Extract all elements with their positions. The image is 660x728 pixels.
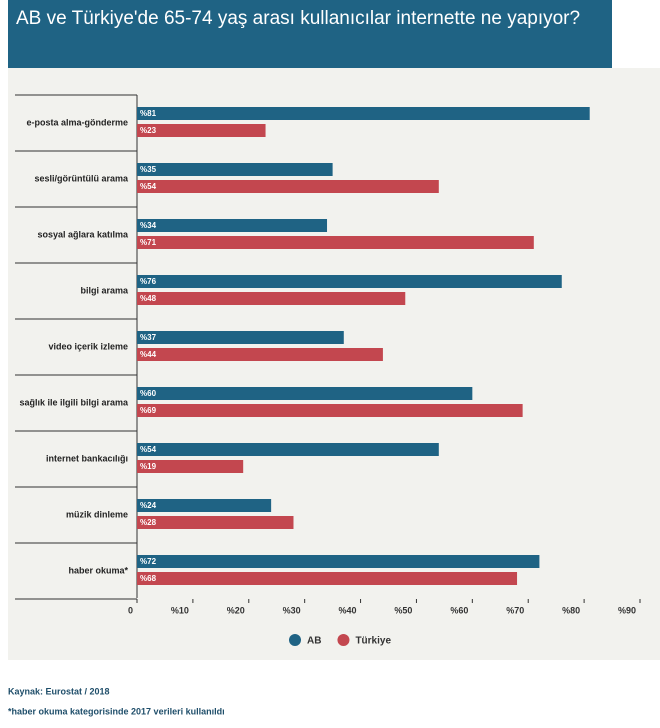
x-tick-label: %50 [394,605,412,615]
value-label: %37 [140,333,157,342]
value-label: %76 [140,277,157,286]
value-label: %68 [140,574,157,583]
bar [137,124,266,137]
bar [137,180,439,193]
category-label: haber okuma* [68,565,128,575]
value-label: %54 [140,182,157,191]
source-note: Kaynak: Eurostat / 2018 [8,686,110,696]
category-label: sosyal ağlara katılma [37,229,129,239]
bar [137,236,534,249]
title-box [8,0,612,68]
legend-swatch [337,634,350,646]
x-tick-label: %60 [450,605,468,615]
value-label: %24 [140,501,157,510]
value-label: %28 [140,518,157,527]
bar [137,404,523,417]
value-label: %48 [140,294,157,303]
category-label: video içerik izleme [48,341,128,351]
category-label: sağlık ile ilgili bilgi arama [19,397,129,407]
value-label: %35 [140,165,157,174]
x-tick-label: %90 [618,605,636,615]
bar [137,387,473,400]
bar [137,219,328,232]
bar [137,572,518,585]
value-label: %23 [140,126,157,135]
bar [137,443,439,456]
x-tick-label: 0 [128,605,133,615]
x-tick-label: %40 [339,605,357,615]
legend-label: AB [307,636,321,647]
bar [137,107,590,120]
value-label: %72 [140,557,157,566]
bar [137,292,406,305]
category-label: sesli/görüntülü arama [34,173,129,183]
category-label: müzik dinleme [66,509,128,519]
category-label: internet bankacılığı [46,453,128,463]
value-label: %34 [140,221,157,230]
value-label: %19 [140,462,157,471]
value-label: %60 [140,389,157,398]
value-label: %69 [140,406,157,415]
x-tick-label: %70 [506,605,524,615]
bar [137,348,383,361]
bar [137,499,272,512]
category-label: e-posta alma-gönderme [26,117,128,127]
value-label: %44 [140,350,157,359]
category-label: bilgi arama [80,285,129,295]
legend-label: Türkiye [355,636,391,647]
value-label: %54 [140,445,157,454]
x-tick-label: %80 [562,605,580,615]
footnote: *haber okuma kategorisinde 2017 verileri… [8,706,225,716]
legend-swatch [289,634,301,646]
x-tick-label: %10 [171,605,189,615]
value-label: %81 [140,109,157,118]
chart-title: AB ve Türkiye'de 65-74 yaş arası kullanı… [16,8,581,29]
bar [137,331,344,344]
x-tick-label: %30 [283,605,301,615]
bar [137,555,540,568]
title-wrap: AB ve Türkiye'de 65-74 yaş arası kullanı… [16,8,581,29]
bar [137,516,294,529]
bar [137,460,244,473]
x-tick-label: %20 [227,605,245,615]
bar [137,275,562,288]
value-label: %71 [140,238,157,247]
bar [137,163,333,176]
